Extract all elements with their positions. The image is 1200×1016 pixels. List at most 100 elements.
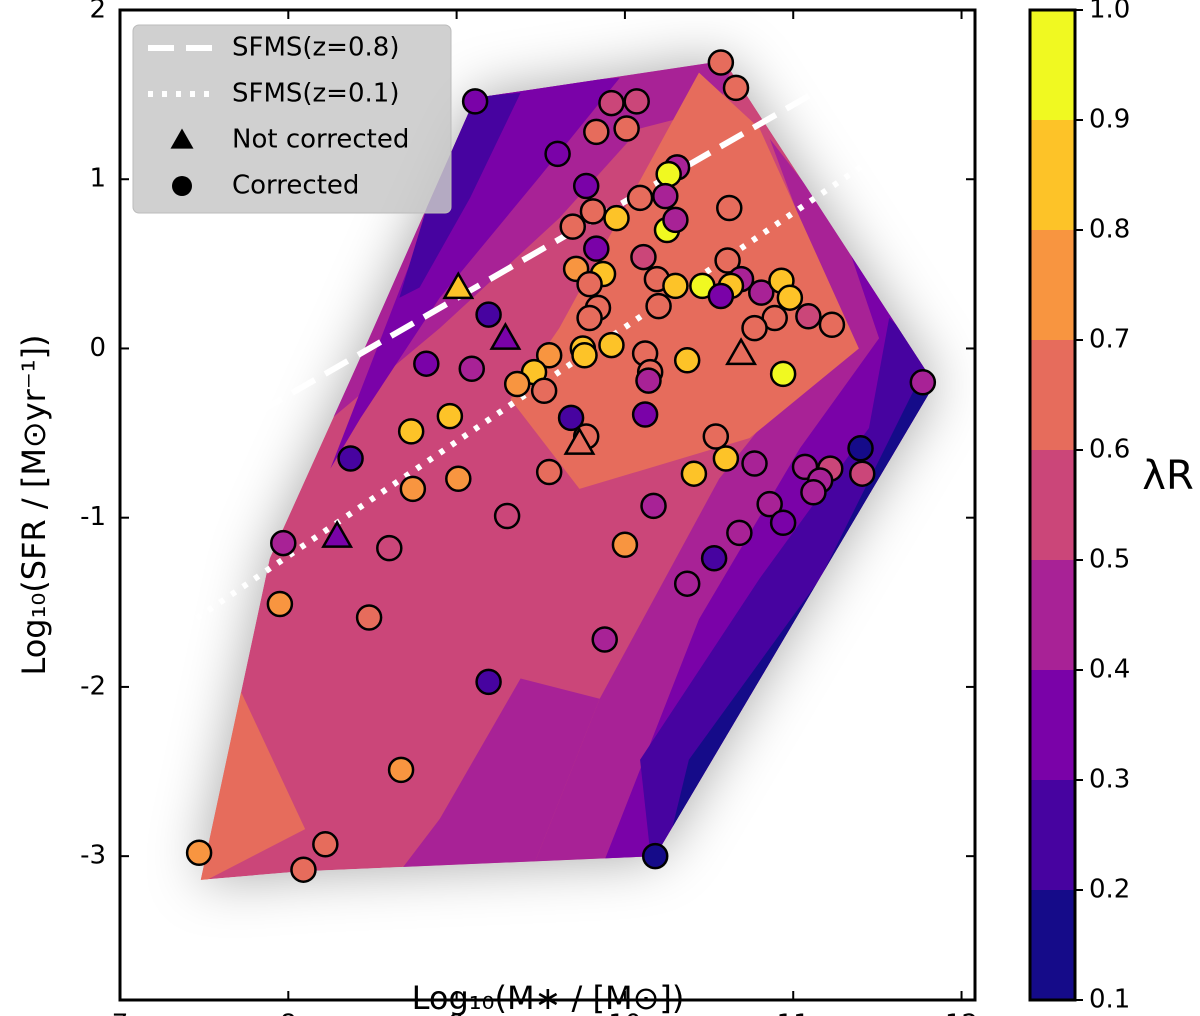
circle-point (756, 490, 783, 518)
circle-point (641, 842, 669, 870)
legend: SFMS(z=0.8) SFMS(z=0.1) Not corrected Corre… (132, 24, 452, 214)
circle-point (270, 529, 297, 557)
circle-point (741, 450, 768, 477)
circle-point (535, 341, 563, 369)
circle-point (185, 839, 213, 867)
circle-point (572, 172, 600, 200)
circle-point (576, 270, 603, 298)
x-tick-label: 7 (112, 1010, 129, 1016)
plot-frame (118, 8, 977, 1002)
contour-region (399, 92, 521, 298)
colorbar-tick-label: 0.4 (1089, 655, 1130, 685)
colorbar-tick-label: 1.0 (1089, 0, 1130, 25)
triangle-point (489, 321, 522, 350)
circle-point (631, 401, 659, 428)
circle-point (776, 284, 804, 311)
circle-point (623, 88, 650, 115)
circle-point (598, 89, 625, 117)
circle-point (583, 235, 610, 262)
colorbar-band (1030, 230, 1075, 340)
circle-point (795, 303, 822, 330)
contour-region (379, 678, 600, 880)
colorbar-tick-label: 0.6 (1089, 435, 1130, 465)
sfms-line (158, 41, 901, 472)
y-tick-label: -2 (80, 671, 106, 701)
circle-point (436, 402, 464, 430)
y-tick-label: -3 (80, 841, 106, 871)
circle-point (475, 301, 502, 328)
circle-point (579, 198, 607, 225)
circle-point (397, 418, 425, 445)
circle-point (535, 458, 563, 486)
y-axis-label: Log₁₀(SFR / [M⊙yr⁻¹]) (15, 334, 53, 675)
y-tick-label: 2 (89, 0, 106, 25)
circle-point (290, 856, 317, 883)
colorbar: 0.1 0.2 0.3 0.4 0.5 0.6 0.7 0.8 0.9 1.0 (1028, 0, 1130, 1015)
circle-point (707, 282, 735, 310)
colorbar-band (1030, 890, 1075, 1000)
circle-point (591, 626, 618, 653)
y-tick-label: 1 (89, 164, 106, 194)
circle-point (700, 545, 728, 572)
colorbar-tick-label: 0.8 (1089, 215, 1130, 245)
circle-point (741, 314, 768, 342)
circle-point (769, 360, 797, 388)
circle-point (640, 492, 667, 520)
circle-point (355, 604, 383, 631)
circle-point (722, 74, 750, 102)
circle-point (702, 423, 730, 450)
circle-point (603, 204, 630, 232)
circle-point (769, 509, 797, 537)
circle-point (613, 115, 640, 142)
circle-point (493, 502, 521, 530)
circle-point (680, 460, 708, 487)
circle-point (475, 668, 502, 696)
circle-point (458, 355, 486, 383)
circle-point (598, 331, 625, 359)
colorbar-tick-label: 0.3 (1089, 765, 1130, 795)
colorbar-band (1030, 10, 1075, 120)
circle-point (445, 465, 472, 493)
circle-point (800, 479, 827, 506)
x-tick-label: 8 (280, 1010, 297, 1016)
circle-point (530, 377, 558, 405)
legend-box (132, 24, 452, 214)
circle-point (818, 311, 846, 339)
circle-point (571, 341, 598, 369)
circle-point (630, 243, 657, 271)
triangle-point (563, 426, 596, 455)
colorbar-band (1030, 560, 1075, 670)
colorbar-band (1030, 340, 1075, 450)
circle-point (655, 160, 682, 188)
colorbar-band (1030, 120, 1075, 230)
colorbar-band (1030, 450, 1075, 560)
circle-point (461, 88, 489, 115)
circle-point (662, 272, 689, 300)
circle-point (266, 590, 294, 618)
circle-point (576, 304, 603, 332)
x-tick-label: 11 (777, 1010, 810, 1016)
colorbar-frame (1028, 8, 1077, 1002)
circle-point (707, 49, 735, 76)
legend-label: Corrected (232, 171, 359, 201)
circle-point (387, 756, 415, 784)
x-axis-label: Log₁₀(M∗ / [M⊙]) (412, 979, 685, 1016)
contour-region (200, 688, 306, 880)
legend-label: Not corrected (232, 125, 409, 155)
circle-point (714, 247, 741, 274)
circle-point (559, 213, 586, 240)
circle-point (748, 279, 775, 306)
circle-point (399, 475, 427, 503)
colorbar-label: λR (1142, 453, 1193, 499)
circle-point (413, 350, 440, 377)
legend-label: SFMS(z=0.8) (232, 33, 399, 63)
circle-point (312, 831, 339, 858)
colorbar-tick-label: 0.5 (1089, 545, 1130, 575)
circle-point (645, 292, 672, 320)
circle-point (673, 347, 701, 374)
colorbar-tick-label: 0.7 (1089, 325, 1130, 355)
colorbar-tick-label: 0.9 (1089, 105, 1130, 135)
y-tick-label: -1 (80, 502, 106, 532)
